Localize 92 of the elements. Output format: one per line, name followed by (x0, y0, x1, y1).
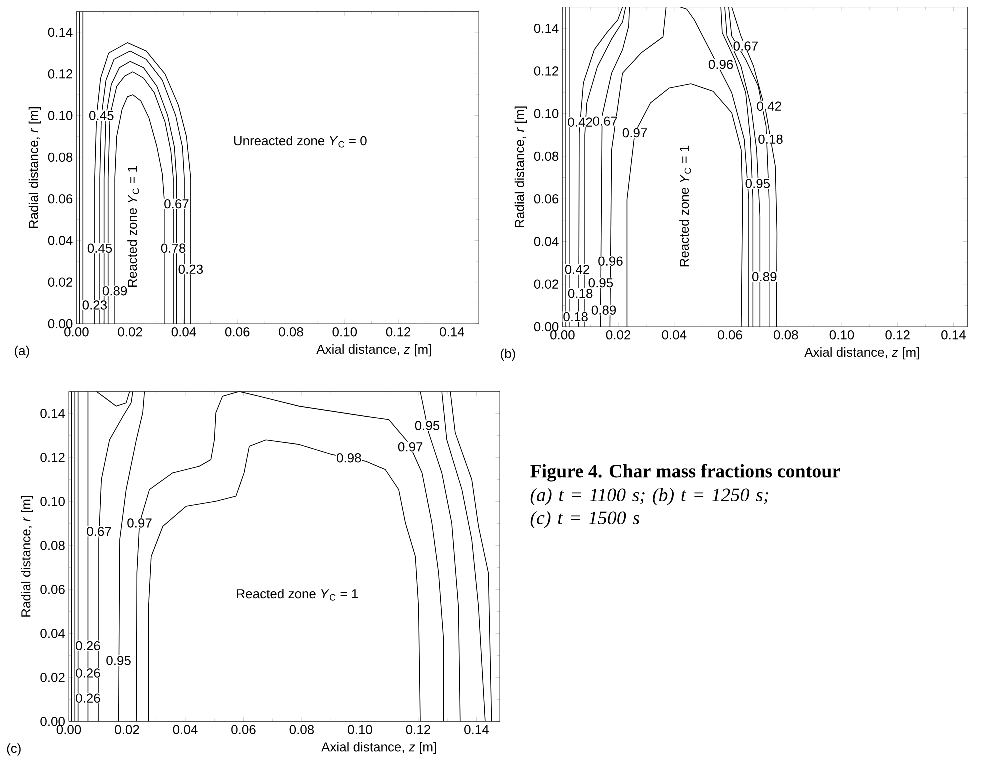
y-tick-label: 0.14 (40, 409, 66, 418)
y-tick-label: 0.00 (48, 319, 73, 329)
annotation: 0.95 (415, 421, 440, 430)
annotation: 0.97 (622, 128, 648, 138)
annotation: 0.18 (564, 312, 588, 322)
x-tick-label: 0.06 (718, 330, 742, 340)
annotation: 0.67 (734, 42, 758, 51)
annotation: 0.67 (87, 527, 112, 536)
x-tick-label: 0.02 (606, 330, 631, 340)
x-tick-label: 0.08 (279, 328, 304, 337)
annotation: Reacted zone Y$_{C}$ = 1 (680, 146, 692, 267)
annotation: 0.42 (565, 265, 590, 274)
y-tick-label: 0.02 (48, 278, 73, 287)
x-axis-title: Axial distance, z [m] (316, 344, 432, 357)
x-tick-label: 0.04 (173, 725, 198, 734)
annotation: 0.96 (598, 256, 623, 266)
annotation: 0.67 (164, 199, 189, 209)
y-tick-label: 0.02 (534, 280, 559, 289)
annotation: 0.18 (568, 289, 593, 298)
x-tick-label: 0.10 (348, 725, 372, 734)
y-tick-label: 0.12 (534, 66, 559, 76)
annotation: 0.95 (746, 179, 770, 188)
y-tick-label: 0.06 (40, 585, 65, 594)
text: Figure 4. Char mass fractions contour (530, 464, 840, 482)
annotation: 0.95 (588, 278, 614, 288)
annotation: 0.26 (76, 668, 100, 678)
annotation: Unreacted zone Y$_{C}$ = 0 (234, 136, 367, 148)
annotation: 0.18 (758, 134, 783, 144)
text: (c) (7, 744, 21, 756)
x-tick-label: 0.14 (440, 328, 464, 337)
y-tick-label: 0.10 (48, 111, 73, 120)
annotation: 0.26 (76, 641, 100, 651)
annotation: Reacted zone Y$_{C}$ = 1 (237, 589, 358, 601)
annotation: 0.26 (76, 694, 100, 703)
x-tick-label: 0.06 (232, 725, 256, 734)
annotation: 0.97 (398, 442, 423, 452)
x-tick-label: 0.08 (290, 725, 314, 734)
x-tick-label: 0.00 (550, 330, 575, 340)
y-axis-title: Radial distance, r [m] (514, 106, 527, 228)
y-axis-title: Radial distance, r [m] (21, 496, 34, 617)
x-tick-label: 0.02 (115, 725, 140, 734)
annotation: 0.23 (82, 300, 108, 310)
x-tick-label: 0.14 (464, 725, 489, 734)
y-tick-label: 0.08 (534, 152, 559, 162)
y-tick-label: 0.10 (534, 109, 559, 118)
y-tick-label: 0.12 (48, 70, 73, 79)
x-tick-label: 0.02 (118, 328, 142, 337)
annotation: 0.45 (88, 244, 112, 254)
text: (a) (15, 346, 30, 358)
y-tick-label: 0.02 (40, 673, 65, 682)
x-tick-label: 0.12 (886, 330, 910, 340)
x-tick-label: 0.12 (386, 328, 411, 337)
annotation: 0.89 (752, 272, 777, 282)
x-tick-label: 0.00 (64, 328, 89, 337)
annotation: 0.67 (593, 116, 618, 126)
y-tick-label: 0.10 (40, 497, 65, 506)
annotation: 0.95 (106, 656, 131, 666)
annotation: 0.78 (161, 244, 186, 254)
y-tick-label: 0.06 (534, 194, 559, 204)
y-tick-label: 0.04 (40, 629, 66, 638)
y-tick-label: 0.04 (534, 237, 559, 246)
y-tick-label: 0.04 (48, 236, 73, 246)
x-tick-label: 0.04 (662, 330, 687, 340)
text: (b) (501, 348, 516, 362)
annotation: 0.42 (568, 118, 592, 127)
y-tick-label: 0.06 (48, 194, 73, 204)
y-tick-label: 0.08 (40, 541, 65, 550)
x-tick-label: 0.10 (332, 328, 358, 337)
annotation: 0.89 (102, 286, 128, 296)
annotation: 0.98 (337, 454, 362, 463)
annotation: 0.96 (708, 60, 734, 70)
y-tick-label: 0.14 (534, 24, 559, 34)
x-tick-label: 0.06 (225, 328, 250, 337)
x-tick-label: 0.14 (942, 330, 966, 340)
x-tick-label: 0.10 (830, 330, 854, 340)
y-tick-label: 0.08 (48, 152, 73, 162)
y-tick-label: 0.00 (40, 717, 65, 726)
y-tick-label: 0.12 (40, 453, 65, 462)
x-axis-title: Axial distance, z [m] (804, 348, 920, 360)
annotation: 0.23 (178, 264, 204, 274)
annotation: Reacted zone Y$_{C}$ = 1 (128, 166, 140, 287)
x-tick-label: 0.04 (172, 328, 196, 337)
x-tick-label: 0.12 (406, 725, 430, 734)
annotation: 0.97 (128, 518, 152, 528)
x-tick-label: 0.00 (56, 725, 82, 734)
y-tick-label: 0.14 (48, 28, 73, 38)
text: (a) t = 1100 s; (b) t = 1250 s; (c) t = 1500 s (530, 488, 768, 528)
annotation: 0.42 (757, 102, 782, 111)
y-axis-title: Radial distance, r [m] (28, 108, 42, 228)
x-axis-title: Axial distance, z [m] (322, 742, 436, 754)
annotation: 0.89 (592, 306, 616, 315)
x-tick-label: 0.08 (774, 330, 798, 340)
